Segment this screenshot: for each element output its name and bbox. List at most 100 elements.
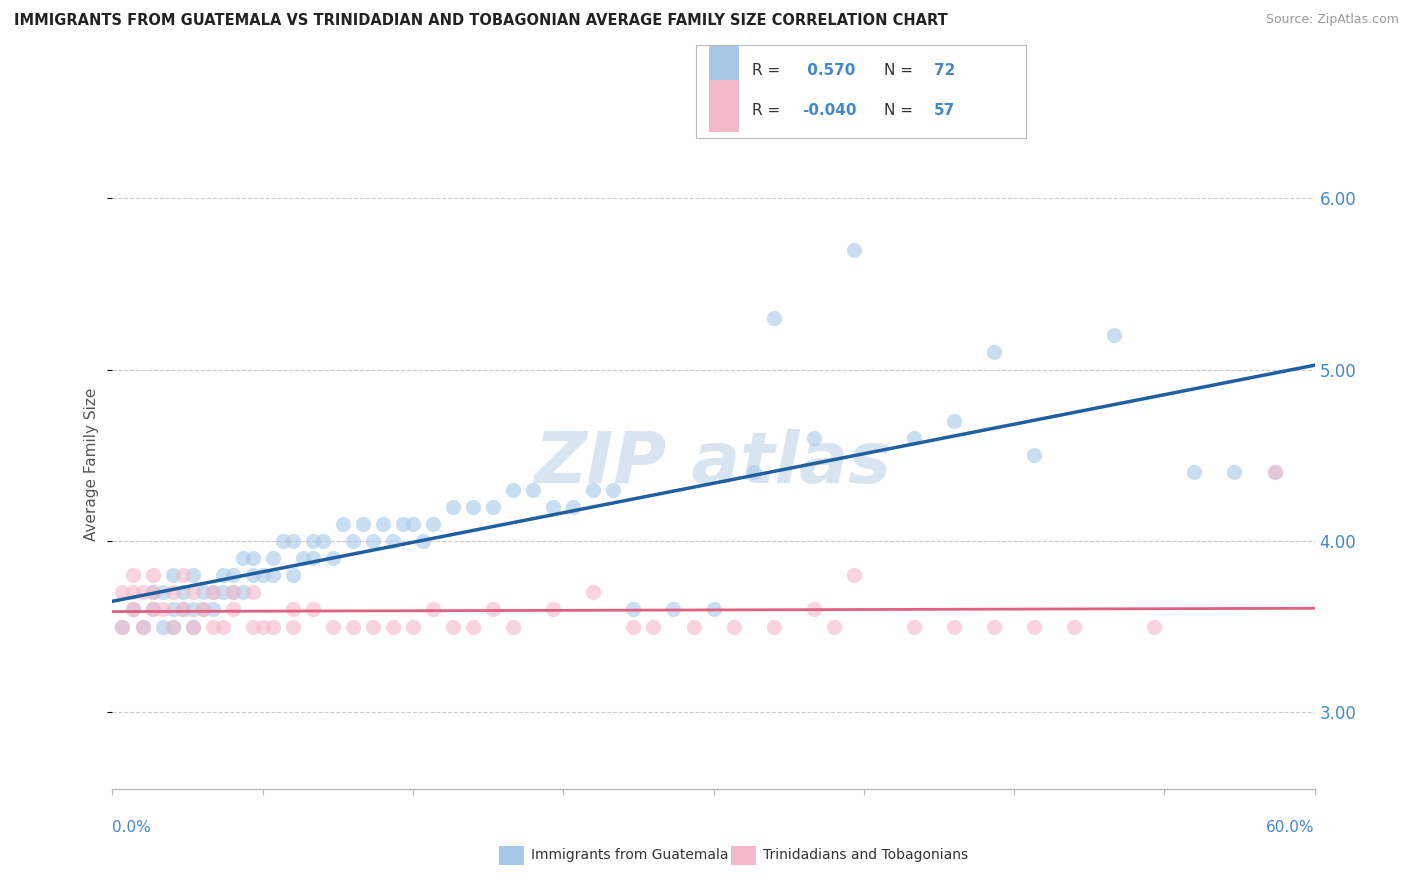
Point bbox=[201, 602, 224, 616]
Point bbox=[762, 311, 785, 326]
Point bbox=[252, 619, 274, 633]
Point bbox=[441, 619, 464, 633]
Point bbox=[121, 602, 143, 616]
Point bbox=[422, 516, 444, 531]
Point bbox=[903, 431, 925, 445]
Point bbox=[131, 619, 153, 633]
Point bbox=[121, 602, 143, 616]
Point bbox=[842, 243, 865, 257]
Point bbox=[201, 619, 224, 633]
Point bbox=[402, 516, 425, 531]
Point bbox=[502, 619, 524, 633]
Point bbox=[211, 585, 233, 599]
Bar bbox=[709, 38, 740, 89]
Point bbox=[942, 414, 965, 428]
Point bbox=[1184, 466, 1206, 480]
Point bbox=[342, 619, 364, 633]
Point bbox=[242, 551, 264, 566]
Point bbox=[111, 619, 134, 633]
Point bbox=[162, 602, 184, 616]
Point bbox=[621, 602, 644, 616]
Point bbox=[322, 619, 344, 633]
Point bbox=[1024, 448, 1046, 462]
Point bbox=[172, 585, 194, 599]
Point bbox=[281, 619, 304, 633]
Point bbox=[1102, 328, 1125, 343]
Point bbox=[232, 585, 254, 599]
Point bbox=[582, 483, 605, 497]
Point bbox=[131, 619, 153, 633]
Point bbox=[191, 602, 214, 616]
Point bbox=[602, 483, 624, 497]
Point bbox=[522, 483, 544, 497]
Point bbox=[211, 619, 233, 633]
Point bbox=[371, 516, 394, 531]
Bar bbox=[709, 80, 740, 132]
Y-axis label: Average Family Size: Average Family Size bbox=[84, 387, 100, 541]
Point bbox=[172, 568, 194, 582]
Point bbox=[232, 551, 254, 566]
Point bbox=[121, 585, 143, 599]
Point bbox=[762, 619, 785, 633]
Point bbox=[111, 619, 134, 633]
Point bbox=[312, 533, 335, 548]
Point bbox=[162, 619, 184, 633]
Point bbox=[281, 602, 304, 616]
Point bbox=[141, 585, 163, 599]
Point bbox=[181, 568, 204, 582]
Point bbox=[562, 500, 585, 514]
Point bbox=[361, 533, 384, 548]
Point bbox=[392, 516, 415, 531]
Point bbox=[242, 619, 264, 633]
Point bbox=[262, 619, 284, 633]
Point bbox=[222, 585, 245, 599]
Point bbox=[702, 602, 725, 616]
Point bbox=[1264, 466, 1286, 480]
Point bbox=[1024, 619, 1046, 633]
Text: R =: R = bbox=[752, 63, 786, 78]
Point bbox=[382, 533, 405, 548]
Point bbox=[742, 466, 765, 480]
Point bbox=[842, 568, 865, 582]
Point bbox=[302, 551, 325, 566]
Point bbox=[543, 602, 565, 616]
Point bbox=[903, 619, 925, 633]
Point bbox=[803, 602, 825, 616]
Point bbox=[181, 602, 204, 616]
Point bbox=[181, 619, 204, 633]
Point bbox=[342, 533, 364, 548]
Point bbox=[152, 602, 174, 616]
Point bbox=[983, 345, 1005, 359]
Point bbox=[361, 619, 384, 633]
Point bbox=[942, 619, 965, 633]
Point bbox=[222, 568, 245, 582]
Point bbox=[502, 483, 524, 497]
Point bbox=[141, 602, 163, 616]
Point bbox=[141, 602, 163, 616]
Point bbox=[191, 585, 214, 599]
Text: N =: N = bbox=[884, 63, 918, 78]
Text: IMMIGRANTS FROM GUATEMALA VS TRINIDADIAN AND TOBAGONIAN AVERAGE FAMILY SIZE CORR: IMMIGRANTS FROM GUATEMALA VS TRINIDADIAN… bbox=[14, 13, 948, 29]
Point bbox=[172, 602, 194, 616]
Point bbox=[1063, 619, 1085, 633]
Point bbox=[121, 568, 143, 582]
Point bbox=[172, 602, 194, 616]
Point bbox=[191, 602, 214, 616]
Point bbox=[682, 619, 704, 633]
Text: N =: N = bbox=[884, 103, 918, 118]
Point bbox=[1264, 466, 1286, 480]
Point bbox=[141, 568, 163, 582]
Point bbox=[141, 585, 163, 599]
Point bbox=[211, 568, 233, 582]
Point bbox=[262, 568, 284, 582]
Point bbox=[461, 619, 484, 633]
Text: Immigrants from Guatemala: Immigrants from Guatemala bbox=[531, 848, 728, 863]
Point bbox=[402, 619, 425, 633]
Text: Source: ZipAtlas.com: Source: ZipAtlas.com bbox=[1265, 13, 1399, 27]
Point bbox=[162, 619, 184, 633]
Point bbox=[723, 619, 745, 633]
Text: ZIP atlas: ZIP atlas bbox=[534, 429, 893, 499]
Text: 60.0%: 60.0% bbox=[1267, 821, 1315, 835]
Point bbox=[271, 533, 294, 548]
Point bbox=[302, 602, 325, 616]
